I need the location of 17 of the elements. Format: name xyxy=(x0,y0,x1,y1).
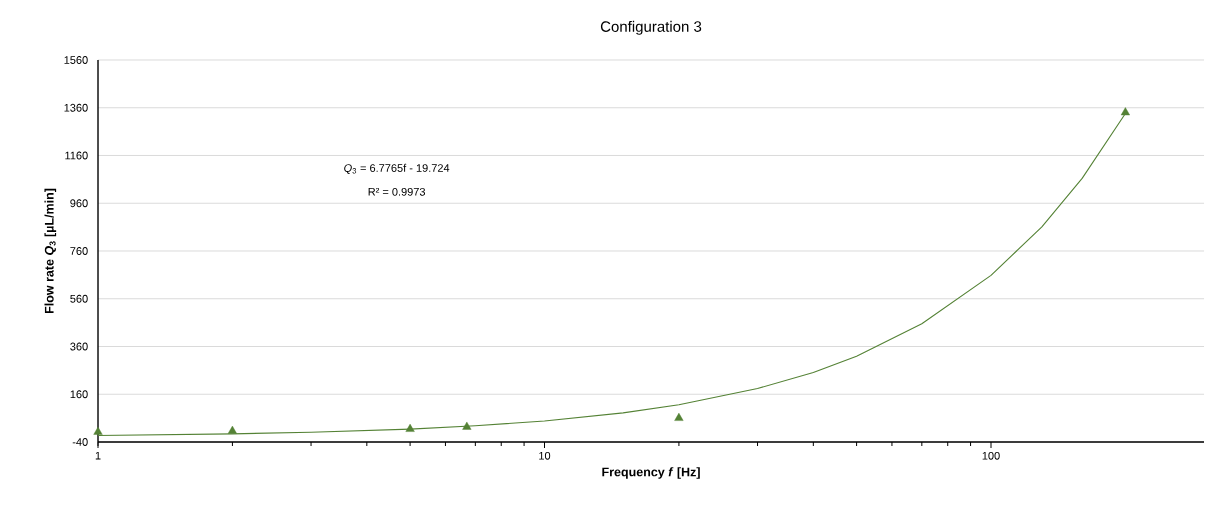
x-tick-label: 1 xyxy=(95,451,101,460)
y-tick-label: 760 xyxy=(70,247,88,255)
annotation: R² = 0.9973 xyxy=(368,187,426,196)
y-tick-label: -40 xyxy=(72,438,88,446)
chart-title: Configuration 3 xyxy=(600,20,702,35)
y-tick-label: 560 xyxy=(70,294,88,303)
y-tick-label: 1160 xyxy=(65,151,88,160)
y-tick-label: 1560 xyxy=(64,56,88,64)
y-tick-label: 1360 xyxy=(64,103,88,112)
y-tick-label: 960 xyxy=(70,199,88,208)
y-tick-label: 360 xyxy=(70,342,88,351)
x-tick-label: 100 xyxy=(982,451,1000,460)
y-axis-title: Flow rate Q$_{3}$ [µL/min] xyxy=(44,188,57,314)
x-axis-title: Frequency f [Hz] xyxy=(602,467,700,479)
x-tick-label: 10 xyxy=(539,451,551,460)
y-tick-label: 160 xyxy=(70,390,88,399)
annotation: Q$_{3}$ = 6.7765f - 19.724 xyxy=(344,163,450,174)
